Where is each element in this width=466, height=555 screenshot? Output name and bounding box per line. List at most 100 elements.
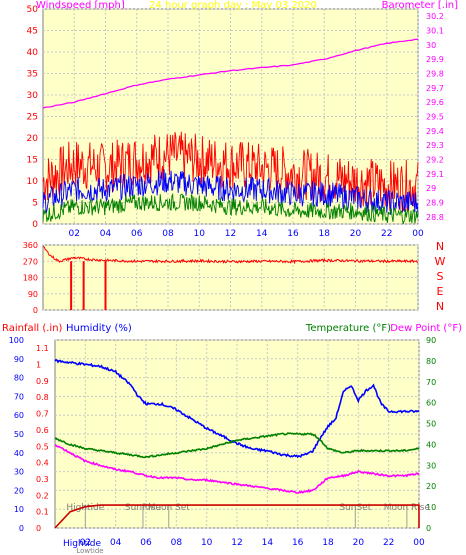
wind-series-line — [42, 38, 418, 109]
temperature-tick-label: 30 — [426, 461, 436, 470]
humidity-ticks: 0 10 20 30 40 50 60 70 80 90 100 — [9, 336, 24, 533]
direction-series-line — [43, 246, 419, 265]
barometer-tick-label: 29 — [426, 184, 436, 193]
compass-letter: E — [437, 285, 444, 298]
hightide-bottom-label: Hightide — [63, 539, 101, 549]
climate-series — [54, 358, 420, 529]
barometer-tick-label: 29.7 — [426, 84, 444, 93]
barometer-tick-label: 29.9 — [426, 55, 444, 64]
humidity-axis-label: Humidity (%) — [66, 323, 132, 334]
rainfall-tick-label: 0.3 — [36, 475, 49, 484]
windspeed-tick-label: 5 — [32, 199, 38, 209]
rainfall-ticks: 0 0.1 0.2 0.3 0.4 0.5 0.6 0.7 0.8 0.9 1 1.1 — [36, 344, 49, 533]
barometer-tick-label: 29.5 — [426, 113, 444, 122]
barometer-tick-label: 30.2 — [426, 12, 444, 21]
barometer-tick-label: 29.8 — [426, 70, 444, 79]
direction-ticks: 0 90 180 270 360 — [23, 241, 38, 315]
humidity-tick-label: 100 — [9, 336, 24, 345]
humidity-tick-label: 20 — [14, 486, 24, 495]
lowtide-bottom-label: Lowtide — [76, 547, 103, 555]
temperature-tick-label: 80 — [426, 357, 436, 366]
temperature-axis-label: Temperature (°F) — [305, 323, 391, 334]
temperature-tick-label: 50 — [426, 420, 436, 429]
climate-x-tick-label: 10 — [201, 538, 213, 548]
wind-series-line — [42, 192, 419, 225]
rainfall-tick-label: 0.8 — [36, 393, 49, 402]
rainfall-tick-label: 0.2 — [36, 491, 49, 500]
rainfall-tick-label: 0 — [36, 524, 41, 533]
climate-x-tick-label: 06 — [140, 538, 152, 548]
compass-letter: W — [435, 255, 446, 268]
climate-x-tick-label: 16 — [292, 538, 304, 548]
rainfall-tick-label: 0.1 — [36, 508, 49, 517]
humidity-tick-label: 80 — [14, 374, 24, 383]
direction-tick-label: 270 — [23, 257, 38, 266]
climate-x-tick-label: 14 — [262, 538, 274, 548]
wind-x-tick-label: 22 — [381, 229, 392, 239]
rainfall-axis-label: Rainfall (.in) — [2, 323, 63, 334]
windspeed-tick-label: 0 — [32, 220, 38, 230]
windspeed-tick-label: 40 — [27, 48, 39, 58]
chart-title: 24 hour graph day : May 03 2020 — [149, 0, 317, 11]
direction-series — [43, 246, 419, 310]
humidity-tick-label: 40 — [14, 449, 24, 458]
climate-x-ticks: 02 04 06 08 10 12 14 16 18 20 22 00 — [80, 538, 425, 548]
temperature-tick-label: 20 — [426, 482, 436, 491]
climate-x-tick-label: 12 — [231, 538, 242, 548]
wind-x-tick-label: 18 — [319, 229, 331, 239]
barometer-tick-label: 30.1 — [426, 27, 444, 36]
wind-x-tick-label: 16 — [287, 229, 299, 239]
climate-x-tick-label: 00 — [413, 538, 425, 548]
temperature-tick-label: 0 — [426, 524, 431, 533]
temperature-tick-label: 10 — [426, 503, 436, 512]
temperature-ticks: 0 10 20 30 40 50 60 70 80 90 — [426, 336, 436, 533]
temperature-tick-label: 40 — [426, 440, 436, 449]
annotation-label: Moon Rise — [384, 503, 431, 513]
windspeed-tick-label: 10 — [27, 177, 39, 187]
wind-x-tick-label: 04 — [100, 229, 112, 239]
humidity-tick-label: 60 — [14, 411, 24, 420]
rainfall-tick-label: 1.1 — [36, 344, 49, 353]
wind-grid — [43, 8, 419, 225]
humidity-tick-label: 90 — [14, 355, 24, 364]
wind-series — [42, 38, 419, 225]
temp-series-line — [54, 444, 420, 494]
climate-x-tick-label: 04 — [110, 538, 122, 548]
rainfall-tick-label: 0.4 — [36, 459, 49, 468]
temp-series-line — [54, 432, 420, 459]
rainfall-tick-label: 0.7 — [36, 410, 49, 419]
climate-x-tick-label: 22 — [383, 538, 394, 548]
wind-x-tick-label: 10 — [194, 229, 206, 239]
windspeed-tick-label: 45 — [27, 27, 38, 37]
wind-x-tick-label: 00 — [412, 229, 424, 239]
wind-x-tick-label: 08 — [162, 229, 174, 239]
annotation-label: SunRise — [125, 503, 162, 513]
barometer-tick-label: 29.1 — [426, 170, 444, 179]
rainfall-tick-label: 0.6 — [36, 426, 49, 435]
windspeed-tick-label: 30 — [27, 91, 39, 101]
windspeed-ticks: 0 5 10 15 20 25 30 35 40 45 50 — [27, 5, 39, 230]
windspeed-axis-label: Windspeed [mph] — [36, 0, 125, 11]
humidity-series-line — [54, 358, 420, 459]
direction-tick-label: 90 — [28, 290, 38, 299]
rainfall-series-line — [54, 504, 420, 529]
barometer-tick-label: 28.8 — [426, 213, 444, 222]
humidity-tick-label: 10 — [14, 505, 24, 514]
barometer-ticks: 28.8 28.9 29 29.1 29.2 29.3 29.4 29.5 29.6 29.7 29… — [426, 12, 444, 222]
barometer-tick-label: 29.4 — [426, 127, 444, 136]
barometer-tick-label: 29.2 — [426, 156, 444, 165]
humidity-tick-label: 70 — [14, 392, 24, 401]
rainfall-tick-label: 0.9 — [36, 377, 49, 386]
barometer-tick-label: 30 — [426, 41, 436, 50]
direction-tick-label: 0 — [33, 306, 38, 315]
temperature-tick-label: 90 — [426, 336, 436, 345]
wind-x-tick-label: 02 — [69, 229, 80, 239]
wind-panel: 24 hour graph day : May 03 2020 Windspee… — [27, 0, 459, 239]
climate-x-tick-label: 08 — [171, 538, 183, 548]
compass-letter: S — [437, 270, 444, 283]
